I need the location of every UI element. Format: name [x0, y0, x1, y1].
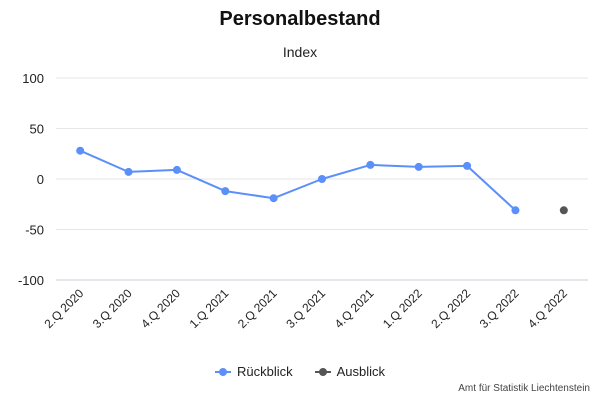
legend-marker-ausblick	[314, 367, 331, 377]
legend-item-ausblick[interactable]: Ausblick	[314, 364, 386, 379]
y-axis-labels: 100 50 0 -50 -100	[18, 71, 44, 288]
chart-subtitle: Index	[282, 44, 318, 60]
data-point-series-1	[559, 206, 568, 215]
legend-item-rueckblick[interactable]: Rückblick	[214, 364, 293, 379]
data-point-series-0	[269, 194, 278, 203]
x-tick-label: 3.Q 2020	[90, 286, 135, 331]
x-tick-label: 4.Q 2021	[332, 286, 377, 331]
legend: Rückblick Ausblick	[0, 364, 600, 379]
y-tick-label: -50	[25, 223, 44, 238]
credits[interactable]: Amt für Statistik Liechtenstein	[458, 383, 590, 394]
data-point-series-0	[463, 161, 472, 170]
x-tick-label: 3.Q 2021	[283, 286, 328, 331]
data-point-series-0	[172, 165, 181, 174]
chart-title: Personalbestand	[219, 8, 381, 30]
series-lines	[79, 149, 517, 212]
x-tick-label: 4.Q 2022	[525, 286, 570, 331]
y-tick-label: 0	[37, 172, 44, 187]
data-point-series-0	[414, 162, 423, 171]
legend-label-rueckblick: Rückblick	[236, 364, 293, 379]
y-tick-label: 50	[30, 122, 44, 137]
data-point-series-0	[318, 175, 326, 183]
data-points	[76, 146, 568, 215]
data-point-series-0	[124, 167, 133, 176]
x-axis-labels: 2.Q 2020 3.Q 2020 4.Q 2020 1.Q 2021 2.Q 2021…	[41, 286, 570, 331]
x-tick-label: 2.Q 2022	[428, 286, 473, 331]
x-tick-label: 1.Q 2022	[380, 286, 425, 331]
y-tick-label: -100	[18, 273, 44, 288]
data-point-series-0	[366, 160, 375, 169]
x-tick-label: 2.Q 2021	[235, 286, 280, 331]
data-point-series-0	[76, 146, 85, 155]
series-line-0	[79, 149, 517, 212]
legend-marker-rueckblick	[214, 367, 231, 377]
data-point-series-0	[511, 206, 520, 215]
y-tick-label: 100	[22, 71, 44, 86]
x-tick-label: 2.Q 2020	[41, 286, 86, 331]
x-tick-label: 4.Q 2020	[138, 286, 183, 331]
data-point-series-0	[221, 187, 230, 196]
legend-label-ausblick: Ausblick	[336, 364, 386, 379]
x-tick-label: 3.Q 2022	[477, 286, 522, 331]
x-tick-label: 1.Q 2021	[187, 286, 232, 331]
